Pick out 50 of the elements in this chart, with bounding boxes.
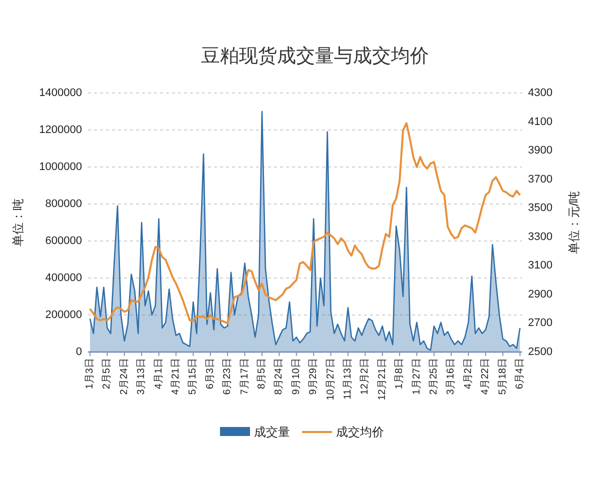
x-tick-label: 9月10日	[290, 358, 302, 395]
y2-tick-label: 3100	[528, 260, 552, 272]
x-tick-label: 4月22日	[480, 358, 492, 395]
y-tick-label: 600000	[45, 235, 82, 247]
x-tick-label: 12月21日	[376, 358, 388, 400]
chart-title: 豆粕现货成交量与成交均价	[201, 45, 429, 67]
line-series	[89, 122, 521, 324]
y-tick-label: 400000	[45, 272, 82, 284]
x-tick-label: 1月8日	[394, 358, 406, 390]
x-tick-label: 9月29日	[308, 358, 320, 395]
x-tick-label: 2月5日	[102, 358, 113, 390]
x-tick-label: 4月21日	[170, 358, 182, 395]
y2-tick-label: 4300	[528, 87, 552, 99]
y2-tick-label: 3900	[528, 144, 552, 157]
x-tick-label: 1月27日	[411, 358, 422, 395]
x-tick-label: 5月15日	[188, 358, 199, 395]
y-tick-label: 1200000	[39, 124, 82, 136]
x-tick-label: 8月24日	[274, 358, 285, 395]
y2-tick-label: 2900	[528, 288, 552, 300]
y2-axis-title: 单位：元/吨	[567, 190, 581, 254]
x-tick-label: 5月18日	[497, 358, 508, 395]
y-tick-label: 800000	[45, 198, 82, 210]
x-tick-label: 4月2日	[462, 358, 474, 390]
y-axis-title: 单位：吨	[11, 198, 25, 246]
legend-label: 成交量	[254, 425, 290, 439]
y-tick-label: 1400000	[39, 87, 82, 99]
x-tick-label: 3月16日	[446, 358, 457, 395]
x-tick-label: 6月4日	[514, 358, 526, 390]
y2-tick-label: 2700	[528, 317, 552, 330]
x-tick-label: 11月13日	[342, 358, 354, 400]
x-tick-label: 12月2日	[360, 358, 371, 395]
y-tick-label: 1000000	[39, 161, 82, 173]
x-tick-label: 6月23日	[222, 358, 234, 395]
y2-tick-label: 4100	[528, 116, 552, 128]
x-tick-label: 1月3日	[84, 358, 96, 390]
y2-tick-label: 3500	[528, 202, 552, 214]
y2-tick-label: 3300	[528, 230, 552, 243]
x-tick-label: 8月5日	[256, 358, 268, 390]
y-tick-label: 0	[76, 346, 82, 358]
x-tick-label: 7月17日	[239, 358, 250, 395]
y2-tick-label: 2500	[528, 346, 552, 358]
x-tick-label: 2月25日	[428, 358, 440, 395]
x-tick-label: 4月1日	[153, 358, 164, 390]
x-tick-label: 6月3日	[204, 358, 216, 390]
y-tick-label: 200000	[45, 309, 82, 321]
x-tick-label: 10月27日	[325, 358, 336, 400]
y2-tick-label: 3700	[528, 173, 552, 186]
x-tick-label: 2月24日	[118, 358, 130, 395]
x-tick-label: 3月13日	[136, 358, 148, 395]
legend-label: 成交均价	[336, 425, 384, 439]
